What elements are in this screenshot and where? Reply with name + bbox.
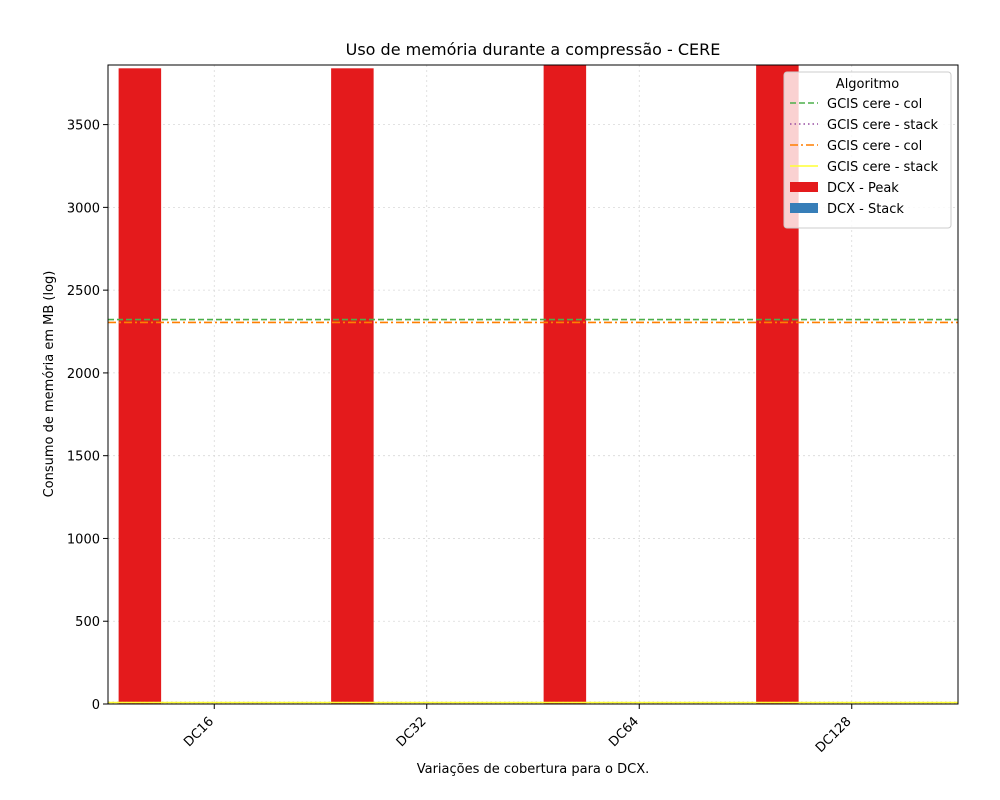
x-axis-label: Variações de cobertura para o DCX. (417, 762, 650, 777)
x-axis: DC16 DC32 DC64 DC128 (181, 704, 855, 756)
y-axis-label: Consumo de memória em MB (log) (42, 271, 57, 498)
y-tick-label: 2000 (67, 367, 100, 382)
bar (543, 65, 587, 704)
x-tick-label: DC32 (394, 714, 430, 750)
legend-box (783, 71, 952, 229)
y-tick-label: 2500 (67, 284, 100, 299)
legend-label: GCIS cere - stack (827, 118, 939, 133)
bar (331, 68, 374, 704)
legend-bar-swatch (790, 203, 818, 213)
legend-label: DCX - Peak (827, 181, 899, 196)
y-tick-label: 3000 (67, 201, 100, 216)
bar (118, 68, 162, 704)
y-tick-label: 500 (75, 615, 100, 630)
y-tick-label: 3500 (67, 119, 100, 134)
chart-title: Uso de memória durante a compressão - CE… (346, 40, 721, 59)
x-tick-label: DC64 (606, 714, 642, 750)
y-tick-label: 1500 (67, 450, 100, 465)
legend-label: DCX - Stack (827, 202, 904, 217)
legend-bar-swatch (790, 182, 818, 192)
legend-label: GCIS cere - col (827, 139, 922, 154)
legend[interactable]: Algoritmo GCIS cere - col GCIS cere - stac… (783, 71, 952, 229)
legend-label: GCIS cere - stack (827, 160, 939, 175)
plot-frame (107, 64, 959, 705)
bars (118, 65, 799, 704)
x-tick-label: DC128 (813, 714, 855, 756)
legend-title: Algoritmo (836, 77, 899, 92)
reference-lines (108, 318, 958, 704)
y-tick-label: 0 (92, 698, 100, 713)
y-axis: 0 500 1000 1500 2000 2500 3000 3500 (67, 119, 108, 713)
legend-label: GCIS cere - col (827, 97, 922, 112)
y-tick-label: 1000 (67, 532, 100, 547)
x-tick-label: DC16 (181, 714, 217, 750)
